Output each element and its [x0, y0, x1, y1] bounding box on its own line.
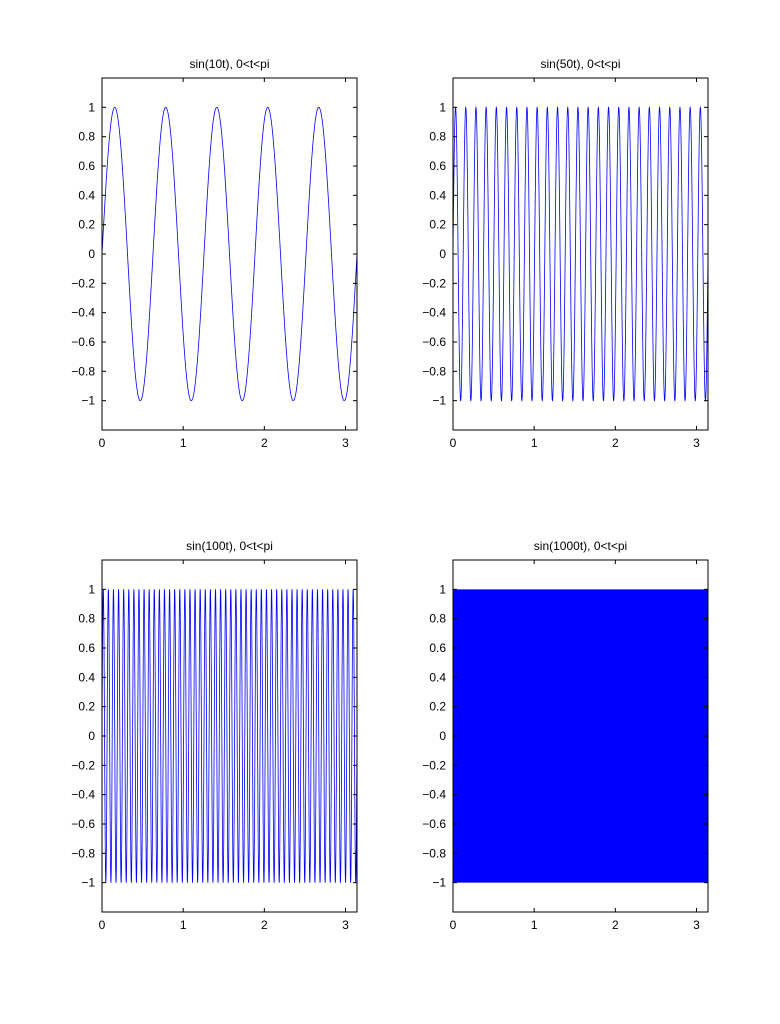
y-tick-label: −0.6 [71, 335, 95, 349]
y-tick-label: −0.8 [422, 364, 446, 378]
subplot-title: sin(1000t), 0<t<pi [534, 539, 627, 553]
x-tick-label: 3 [693, 918, 700, 932]
y-tick-label: 0.8 [429, 130, 446, 144]
y-tick-label: 0.6 [78, 159, 95, 173]
subplot-title: sin(100t), 0<t<pi [186, 539, 273, 553]
subplot-4: 0 1 2 3 −1 −0.8 −0.6 −0.4 −0.2 0 0.2 0.4 0.6 0.8 1 sin(… [422, 539, 709, 932]
y-tick-label: 0.6 [429, 159, 446, 173]
x-tick-label: 2 [261, 918, 268, 932]
y-tick-label: 0 [439, 729, 446, 743]
series-line [452, 589, 709, 883]
x-tick-label: 2 [612, 918, 619, 932]
x-tick-label: 2 [261, 436, 268, 450]
y-tick-label: 0 [88, 247, 95, 261]
x-tick-label: 3 [693, 436, 700, 450]
y-tick-label: 0 [88, 729, 95, 743]
x-tick-label: 1 [531, 918, 538, 932]
y-tick-label: 0.4 [429, 188, 446, 202]
y-tick-label: 0.6 [78, 641, 95, 655]
x-tick-label: 1 [180, 436, 187, 450]
series-line [101, 589, 358, 883]
x-tick-label: 0 [99, 436, 106, 450]
y-tick-label: −0.4 [71, 306, 95, 320]
x-tick-label: 0 [99, 918, 106, 932]
y-tick-label: −1 [81, 394, 95, 408]
x-tick-label: 1 [531, 436, 538, 450]
subplot-3: 0 1 2 3 −1 −0.8 −0.6 −0.4 −0.2 0 0.2 0.4 0.6 0.8 1 sin(… [71, 539, 358, 932]
y-tick-label: −0.4 [422, 306, 446, 320]
y-tick-label: −0.2 [71, 758, 95, 772]
y-tick-label: −0.6 [71, 817, 95, 831]
y-tick-label: −0.6 [422, 817, 446, 831]
y-tick-label: −0.8 [71, 846, 95, 860]
y-tick-label: 0.8 [429, 612, 446, 626]
y-tick-label: 0.2 [78, 700, 95, 714]
y-tick-label: 1 [439, 100, 446, 114]
y-tick-label: 0.8 [78, 612, 95, 626]
y-tick-label: 0.4 [429, 670, 446, 684]
x-tick-label: 3 [342, 918, 349, 932]
y-tick-label: −1 [432, 876, 446, 890]
y-tick-label: −0.2 [422, 758, 446, 772]
x-tick-label: 3 [342, 436, 349, 450]
x-tick-label: 1 [180, 918, 187, 932]
y-tick-label: 0.2 [429, 700, 446, 714]
y-tick-label: 0.2 [429, 218, 446, 232]
x-tick-label: 0 [450, 436, 457, 450]
y-tick-label: 1 [88, 100, 95, 114]
y-tick-label: −1 [432, 394, 446, 408]
x-tick-label: 0 [450, 918, 457, 932]
series-line [101, 106, 358, 402]
y-tick-label: −0.4 [422, 788, 446, 802]
y-tick-label: 1 [439, 582, 446, 596]
y-tick-label: 0.4 [78, 188, 95, 202]
y-tick-label: 1 [88, 582, 95, 596]
y-tick-label: 0.4 [78, 670, 95, 684]
y-tick-label: −1 [81, 876, 95, 890]
subplot-1: 0 1 2 3 −1 −0.8 −0.6 −0.4 −0.2 0 0.2 0.4 0.6 0.8 1 sin(… [71, 57, 358, 450]
y-tick-label: 0.8 [78, 130, 95, 144]
x-tick-label: 2 [612, 436, 619, 450]
y-tick-label: −0.4 [71, 788, 95, 802]
subplot-title: sin(50t), 0<t<pi [540, 57, 620, 71]
y-tick-label: −0.2 [422, 276, 446, 290]
y-tick-label: 0.6 [429, 641, 446, 655]
y-tick-label: 0 [439, 247, 446, 261]
y-tick-label: −0.2 [71, 276, 95, 290]
y-tick-label: −0.8 [71, 364, 95, 378]
subplot-title: sin(10t), 0<t<pi [189, 57, 269, 71]
y-tick-label: 0.2 [78, 218, 95, 232]
series-line [452, 106, 709, 402]
y-tick-label: −0.8 [422, 846, 446, 860]
subplot-2: 0 1 2 3 −1 −0.8 −0.6 −0.4 −0.2 0 0.2 0.4 0.6 0.8 1 sin(… [422, 57, 709, 450]
y-tick-label: −0.6 [422, 335, 446, 349]
